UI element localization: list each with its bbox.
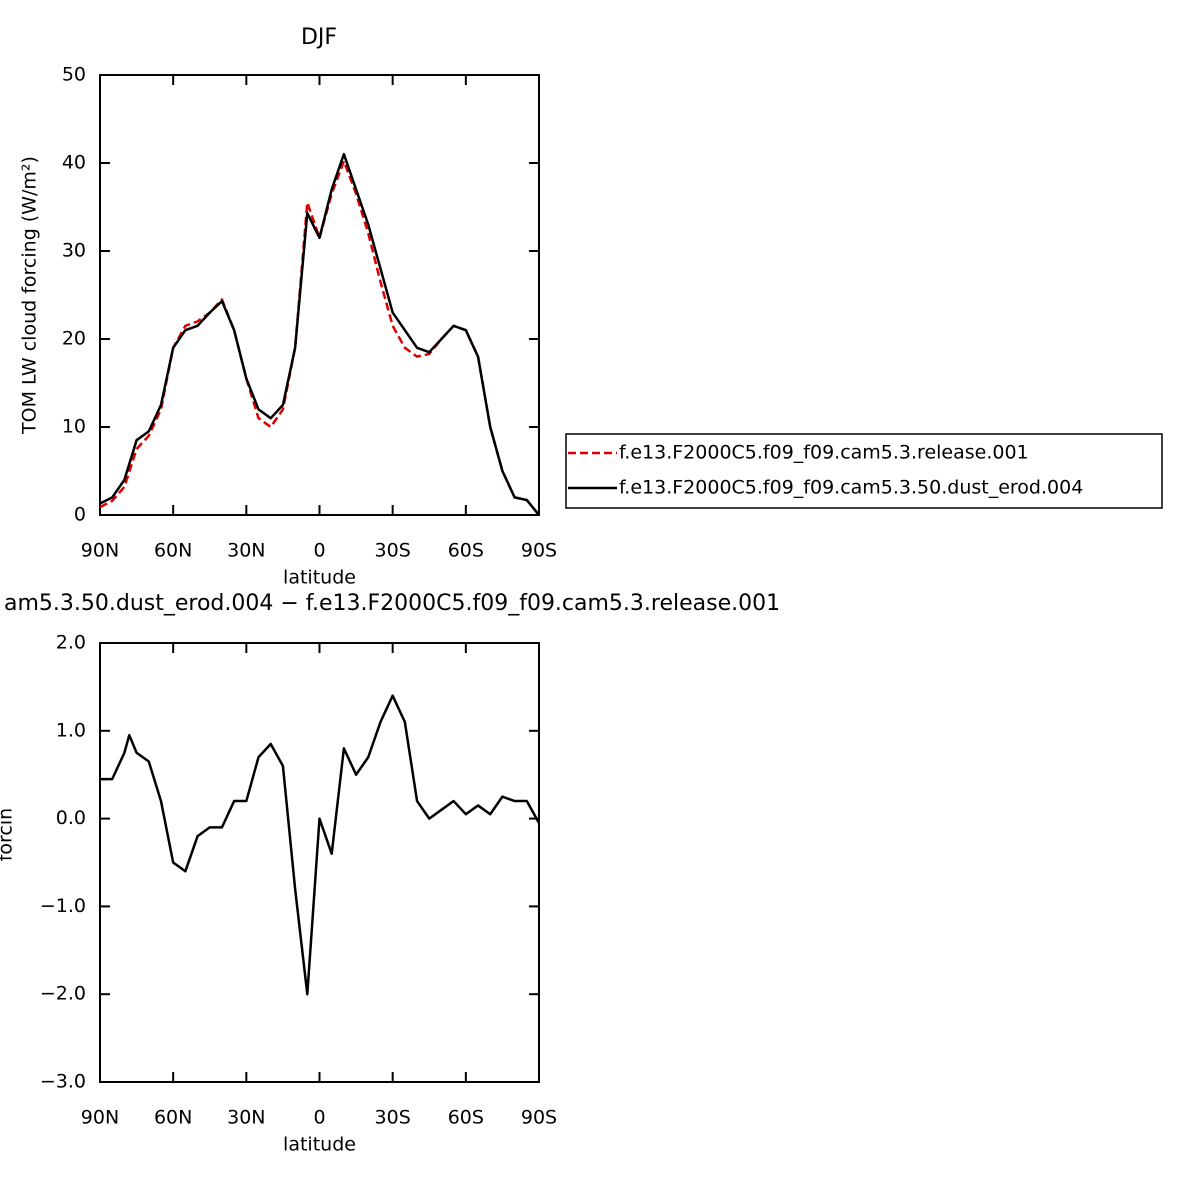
chart-title: am5.3.50.dust_erod.004 − f.e13.F2000C5.f… [4,591,780,616]
x-tick-label: 60N [154,540,192,562]
y-axis-label: TOM LW cloud forcing (W/m²) [0,724,17,1003]
y-tick-label: −1.0 [40,895,86,917]
legend-box [565,433,1163,509]
y-tick-label: 2.0 [56,632,86,654]
y-axis-label: TOM LW cloud forcing (W/m²) [19,156,41,435]
x-tick-label: 0 [313,1107,325,1129]
x-axis-label: latitude [283,1134,356,1156]
x-tick-label: 30N [227,540,265,562]
y-tick-label: 50 [62,64,86,86]
y-tick-label: −3.0 [40,1071,86,1093]
x-tick-label: 60S [448,1107,484,1129]
x-tick-label: 60N [154,1107,192,1129]
data-line [100,694,541,996]
x-tick-label: 30N [227,1107,265,1129]
legend-label: f.e13.F2000C5.f09_f09.cam5.3.50.dust_ero… [619,477,1083,499]
y-tick-label: 10 [62,416,86,438]
plot-frame [99,642,540,1083]
x-axis-label: latitude [283,567,356,589]
x-tick-label: 90S [521,540,557,562]
x-tick-label: 0 [313,540,325,562]
x-tick-label: 30S [375,540,411,562]
y-tick-label: 20 [62,328,86,350]
y-tick-label: −2.0 [40,983,86,1005]
chart-title: DJF [301,25,337,50]
x-tick-label: 60S [448,540,484,562]
plot-frame [99,74,540,516]
y-tick-label: 40 [62,152,86,174]
y-tick-label: 0 [74,504,86,526]
data-line [99,159,540,516]
y-tick-label: 30 [62,240,86,262]
x-tick-label: 30S [375,1107,411,1129]
x-tick-label: 90S [521,1107,557,1129]
data-line [99,152,540,516]
legend-label: f.e13.F2000C5.f09_f09.cam5.3.release.001 [619,442,1029,464]
y-tick-label: 1.0 [56,719,86,741]
y-tick-label: 0.0 [56,807,86,829]
x-tick-label: 90N [81,540,119,562]
x-tick-label: 90N [81,1107,119,1129]
